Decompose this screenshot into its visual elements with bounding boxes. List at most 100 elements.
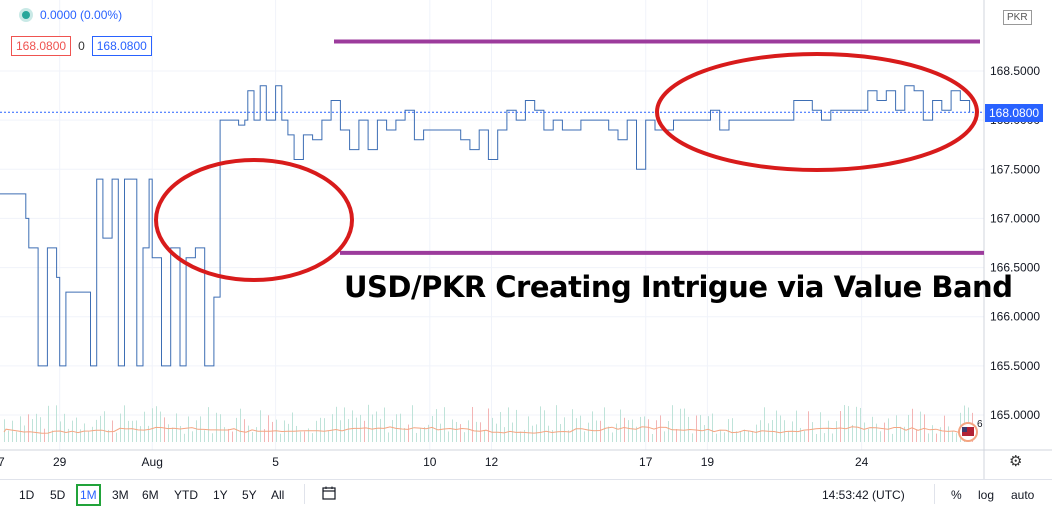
us-flag-icon-stripes <box>962 427 974 436</box>
volume-bar <box>464 432 465 442</box>
range-1m[interactable]: 1M <box>76 484 101 506</box>
volume-bar <box>124 405 125 442</box>
volume-bar <box>788 430 789 442</box>
volume-bar <box>684 408 685 442</box>
volume-bar <box>872 416 873 442</box>
volume-bar <box>472 406 473 442</box>
volume-bar <box>644 416 645 442</box>
volume-bar <box>712 413 713 442</box>
volume-bar <box>384 407 385 442</box>
volume-bar <box>376 411 377 442</box>
volume-bar <box>480 422 481 442</box>
volume-bar <box>832 433 833 442</box>
volume-bar <box>348 419 349 442</box>
x-tick-label: 5 <box>272 455 279 469</box>
volume-bar <box>528 416 529 442</box>
volume-bar <box>524 429 525 442</box>
percent-scale-toggle[interactable]: % <box>951 488 962 502</box>
chart-grid <box>0 0 1052 479</box>
volume-bar <box>716 433 717 442</box>
volume-bar <box>836 421 837 442</box>
volume-bar <box>736 431 737 442</box>
volume-bar <box>140 426 141 442</box>
volume-bar <box>168 424 169 442</box>
calendar-icon[interactable] <box>322 486 336 500</box>
volume-bar <box>556 405 557 442</box>
volume-bar <box>904 426 905 442</box>
volume-bar <box>732 418 733 442</box>
volume-bar <box>452 419 453 442</box>
volume-bar <box>424 427 425 442</box>
volume-bar <box>628 420 629 442</box>
range-5d[interactable]: 5D <box>50 488 66 502</box>
volume-bar <box>620 409 621 442</box>
log-scale-toggle[interactable]: log <box>978 488 995 502</box>
volume-bar <box>220 414 221 442</box>
range-6m[interactable]: 6M <box>142 488 159 502</box>
volume-bar <box>584 431 585 442</box>
volume-bar <box>392 419 393 442</box>
volume-bar <box>488 408 489 442</box>
volume-bar <box>900 426 901 442</box>
volume-bar <box>516 409 517 442</box>
y-tick-label: 166.5000 <box>990 261 1040 275</box>
volume-bar <box>880 431 881 442</box>
volume-bar <box>884 422 885 442</box>
x-tick-label: 12 <box>485 455 499 469</box>
volume-bar <box>600 420 601 442</box>
volume-bar <box>752 430 753 442</box>
volume-bar <box>448 431 449 442</box>
volume-bar <box>916 429 917 442</box>
range-1d[interactable]: 1D <box>19 488 35 502</box>
buy-price-box[interactable]: 168.0800 <box>91 36 152 56</box>
y-tick-label: 168.5000 <box>990 64 1040 78</box>
volume-bar <box>948 426 949 442</box>
auto-scale-toggle[interactable]: auto <box>1011 488 1035 502</box>
volume-bar <box>496 423 497 442</box>
volume-bar <box>404 427 405 442</box>
settings-gear-icon[interactable]: ⚙ <box>1009 453 1023 470</box>
volume-bar <box>572 409 573 442</box>
volume-bar <box>856 406 857 442</box>
volume-bar <box>136 420 137 442</box>
sell-price-box[interactable]: 168.0800 <box>11 36 72 56</box>
volume-bar <box>492 417 493 442</box>
volume-bar <box>652 433 653 442</box>
volume-bar <box>940 427 941 442</box>
status-dot-icon <box>22 11 30 19</box>
volume-bar <box>588 422 589 442</box>
volume-bar <box>808 411 809 442</box>
volume-bar <box>612 432 613 442</box>
volume-bar <box>568 430 569 442</box>
volume-bar <box>596 420 597 442</box>
range-all[interactable]: All <box>271 488 285 502</box>
volume-bar <box>380 418 381 442</box>
volume-bar <box>468 420 469 442</box>
utc-clock[interactable]: 14:53:42 (UTC) <box>822 488 905 502</box>
volume-bar <box>432 416 433 442</box>
chart-headline: USD/PKR Creating Intrigue via Value Band <box>344 270 1013 304</box>
volume-bar <box>20 416 21 442</box>
volume-bar <box>48 405 49 442</box>
range-1y[interactable]: 1Y <box>213 488 228 502</box>
volume-bar <box>668 421 669 442</box>
volume-bar <box>812 422 813 442</box>
volume-bar <box>84 423 85 442</box>
volume-bar <box>672 405 673 442</box>
volume-bar <box>560 423 561 442</box>
range-3m[interactable]: 3M <box>112 488 129 502</box>
volume-bar <box>280 433 281 442</box>
volume-bar <box>156 406 157 442</box>
x-tick-label: Aug <box>142 455 163 469</box>
range-ytd[interactable]: YTD <box>174 488 198 502</box>
range-5y[interactable]: 5Y <box>242 488 257 502</box>
volume-bar <box>920 411 921 442</box>
volume-bar <box>864 422 865 442</box>
volume-bar <box>304 431 305 442</box>
annotation-circle <box>154 158 354 282</box>
volume-bar <box>52 430 53 442</box>
volume-bar <box>228 428 229 442</box>
volume-bar <box>300 431 301 442</box>
volume-bar <box>340 420 341 442</box>
